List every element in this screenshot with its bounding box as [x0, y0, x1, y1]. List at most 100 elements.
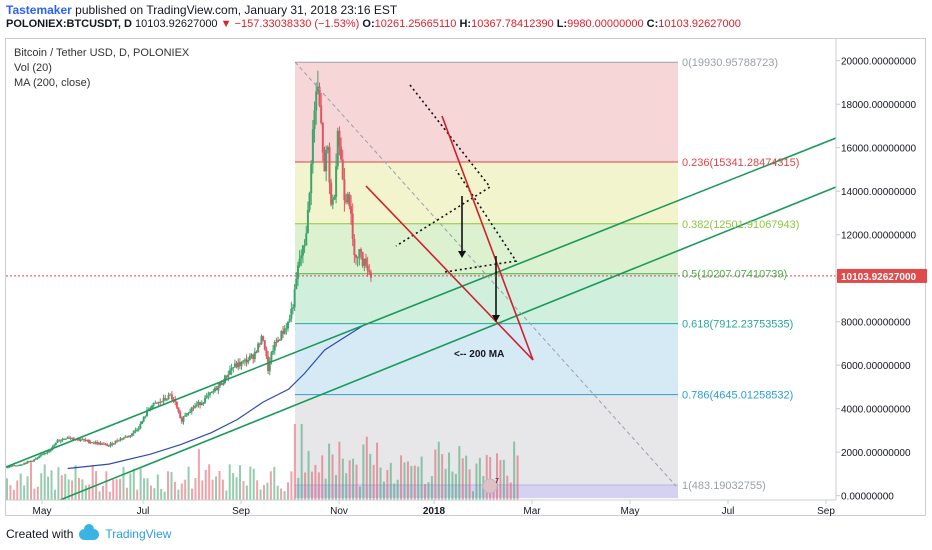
high-value: 10367.78412390 — [471, 18, 554, 30]
volume-bar — [19, 473, 22, 500]
volume-bar — [420, 456, 423, 500]
volume-bar — [163, 491, 166, 500]
wedge-upper-line — [441, 115, 534, 361]
volume-bar — [372, 464, 375, 500]
volume-bar — [437, 441, 440, 500]
candle-body — [104, 443, 107, 445]
candle-body — [96, 442, 99, 445]
volume-bar — [47, 476, 50, 500]
candle-body — [257, 343, 260, 353]
candle-body — [18, 464, 21, 466]
candle-body — [38, 456, 41, 458]
candle-body — [149, 407, 152, 410]
volume-bar — [81, 479, 84, 500]
candle-body — [11, 465, 14, 467]
volume-bar — [149, 485, 152, 500]
volume-bar — [441, 454, 444, 500]
candle-body — [167, 394, 170, 400]
candle-body — [97, 442, 100, 445]
volume-bar — [355, 464, 358, 500]
candle-body — [180, 418, 183, 422]
candle-body — [265, 349, 268, 357]
y-tick-label: 8000.00000000 — [841, 318, 911, 329]
publish-line: Tastemaker published on TradingView.com,… — [6, 3, 397, 17]
candle-body — [364, 258, 367, 266]
volume-bar — [317, 472, 320, 500]
candle-body — [134, 430, 137, 432]
candle-body — [150, 405, 153, 408]
candle-body — [144, 416, 147, 418]
candle-body — [116, 440, 119, 442]
volume-bar — [496, 453, 499, 500]
volume-bar — [245, 485, 248, 500]
fib-band — [295, 62, 678, 163]
volume-bar — [468, 469, 471, 500]
candle-body — [139, 423, 142, 429]
candle-body — [335, 166, 338, 198]
volume-bar — [509, 482, 512, 500]
wedge-lower-line — [365, 185, 534, 361]
channel-upper-line — [6, 137, 836, 468]
volume-bar — [167, 471, 170, 500]
volume-bar — [9, 485, 12, 500]
candle-body — [154, 402, 157, 404]
volume-bar — [239, 465, 242, 500]
volume-bar — [475, 463, 478, 500]
volume-bar — [454, 473, 457, 500]
candle-body — [313, 110, 316, 130]
volume-bar — [328, 443, 331, 500]
author[interactable]: Tastemaker — [6, 3, 72, 17]
candle-body — [305, 233, 308, 246]
volume-bar — [304, 472, 307, 500]
volume-bar — [341, 458, 344, 500]
channel-lower-line — [59, 186, 836, 500]
volume-bar — [101, 485, 104, 500]
x-tick-label: Jul — [722, 506, 735, 517]
candle-body — [207, 394, 210, 396]
candle-body — [141, 421, 144, 424]
candle-body — [26, 461, 29, 464]
volume-bar — [276, 485, 279, 500]
y-tick-label: 6000.00000000 — [841, 361, 911, 372]
candle-body — [164, 397, 167, 400]
volume-bar — [307, 450, 310, 500]
dotted-pattern-line — [444, 169, 518, 273]
volume-bar — [444, 468, 447, 500]
tradingview-brand[interactable]: TradingView — [105, 527, 172, 541]
candle-body — [117, 440, 120, 442]
tradingview-logo-icon — [79, 523, 100, 540]
fib-level-label: 0.5(10207.07410739) — [682, 269, 787, 281]
volume-bar — [23, 485, 26, 500]
candle-body — [300, 255, 303, 259]
current-price-badge — [837, 268, 927, 283]
volume-bar — [492, 487, 495, 500]
volume-bar — [88, 484, 91, 500]
candle-body — [341, 159, 344, 180]
volume-bar — [434, 449, 437, 500]
volume-bar — [273, 466, 276, 500]
candle-body — [275, 341, 278, 343]
x-tick-label: Sep — [232, 506, 250, 517]
candle-body — [258, 343, 261, 345]
volume-bar — [413, 465, 416, 500]
volume-bar — [286, 482, 289, 500]
candle-body — [9, 466, 12, 468]
candle-body — [29, 460, 32, 462]
volume-bar — [53, 489, 56, 500]
volume-bar — [170, 471, 173, 500]
volume-bar — [187, 466, 190, 500]
volume-bar — [74, 465, 77, 500]
last-price: 10103.92627000 — [134, 18, 218, 30]
candle-body — [119, 438, 122, 441]
volume-bar — [108, 491, 111, 500]
candle-body — [308, 193, 311, 210]
candle-body — [209, 392, 212, 395]
volume-bar — [201, 480, 204, 500]
fib-level-label: 1(483.19032755) — [682, 480, 766, 492]
candle-body — [301, 245, 304, 256]
volume-bar — [345, 473, 348, 500]
candle-body — [215, 387, 218, 391]
volume-bar — [472, 491, 475, 500]
volume-bar — [400, 455, 403, 500]
